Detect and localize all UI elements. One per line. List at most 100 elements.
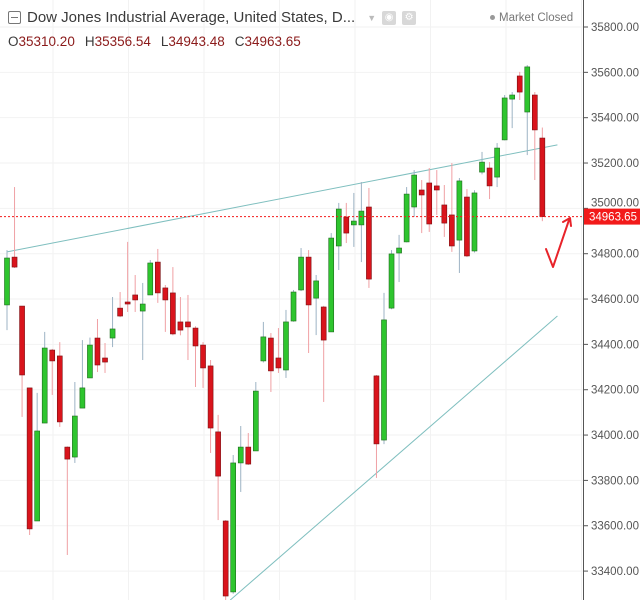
gear-icon[interactable]: ⚙ <box>402 10 417 25</box>
high-value: 35356.54 <box>94 34 151 49</box>
candle-body <box>456 180 463 241</box>
candle <box>396 234 402 283</box>
candle-body <box>441 204 448 224</box>
candle-body <box>275 357 282 369</box>
candle-body <box>381 319 387 441</box>
candle <box>290 289 297 322</box>
candle-body <box>41 347 48 424</box>
last-price-text: 34963.65 <box>589 212 637 224</box>
candle-body <box>253 390 259 452</box>
candle-body <box>509 94 515 100</box>
candle <box>132 275 138 312</box>
eye-icon[interactable]: ◉ <box>382 10 397 25</box>
candle-body <box>501 97 508 141</box>
y-tick-label: 33600.00 <box>591 521 639 533</box>
candle <box>305 250 312 353</box>
y-tick-label: 34800.00 <box>591 249 639 261</box>
y-tick-label: 34400.00 <box>591 339 639 351</box>
candle <box>456 177 463 273</box>
candle <box>358 182 365 263</box>
candle-body <box>313 280 319 299</box>
candle <box>139 282 146 361</box>
candle-body <box>64 446 71 460</box>
candle <box>177 296 184 336</box>
candle-body <box>426 182 433 225</box>
candle <box>373 374 380 478</box>
candle <box>381 292 387 445</box>
candle-body <box>79 387 86 409</box>
trendline[interactable] <box>6 144 558 253</box>
y-tick-label: 34600.00 <box>591 294 639 306</box>
candle <box>245 433 252 465</box>
candle-body <box>177 321 184 331</box>
grid <box>0 0 583 600</box>
candle-body <box>192 327 199 347</box>
candle <box>298 248 304 292</box>
candle <box>162 284 169 332</box>
candle-body <box>170 292 176 335</box>
candle-body <box>373 375 380 445</box>
dropdown-caret-icon[interactable]: ▼ <box>367 12 377 23</box>
y-tick-label: 34000.00 <box>591 430 639 442</box>
candle <box>34 392 40 522</box>
candle-body <box>87 344 93 379</box>
candle <box>222 520 229 600</box>
close-label: C <box>234 34 245 49</box>
candle-body <box>102 357 108 363</box>
candle-body <box>320 306 327 341</box>
candle <box>388 250 395 310</box>
candle <box>192 326 199 387</box>
candle-body <box>494 147 500 178</box>
candle <box>351 192 357 247</box>
candle <box>531 92 538 181</box>
candle-body <box>139 303 146 312</box>
candle <box>253 382 259 452</box>
candle-body <box>237 446 244 464</box>
candle-body <box>11 256 18 268</box>
symbol-title[interactable]: Dow Jones Industrial Average, United Sta… <box>27 9 356 26</box>
candle <box>268 333 274 392</box>
candle <box>275 328 282 373</box>
candle <box>479 151 485 175</box>
candle <box>87 337 93 379</box>
price-axis[interactable]: 35800.00 35600.00 35400.00 35200.00 35000.00… <box>583 22 639 578</box>
candle-body <box>471 192 478 252</box>
ohlc-readout: O35310.20 H35356.54 L34943.48 C34963.65 <box>8 34 311 49</box>
candle-body <box>486 167 493 187</box>
candle-body <box>524 66 531 113</box>
trendline[interactable] <box>229 315 558 600</box>
candle <box>94 318 101 373</box>
candle <box>49 348 56 395</box>
candle <box>230 455 236 594</box>
candle <box>200 342 206 388</box>
candle <box>207 360 214 453</box>
candle-body <box>358 210 365 226</box>
candles <box>4 65 546 600</box>
candle-body <box>56 355 63 423</box>
market-status: Market Closed <box>490 12 573 24</box>
collapse-icon[interactable] <box>8 11 21 24</box>
candle <box>335 202 342 271</box>
candle <box>486 162 493 200</box>
symbol-header: Dow Jones Industrial Average, United Sta… <box>8 9 417 26</box>
candle <box>11 187 18 268</box>
candle <box>155 248 161 303</box>
trendlines[interactable] <box>6 144 558 600</box>
candle <box>524 65 531 156</box>
candle <box>441 185 448 237</box>
y-tick-label: 35200.00 <box>591 158 639 170</box>
candle-body <box>335 208 342 247</box>
candle-body <box>185 321 191 328</box>
candle <box>471 190 478 253</box>
candle-body <box>49 349 56 362</box>
close-value: 34963.65 <box>244 34 301 49</box>
candle-body <box>94 337 101 366</box>
candle-body <box>222 520 229 597</box>
candle <box>4 250 10 331</box>
candle <box>170 267 176 336</box>
candle-body <box>411 174 417 208</box>
candle <box>433 170 440 215</box>
candle-body <box>403 193 410 243</box>
candle <box>26 387 33 536</box>
